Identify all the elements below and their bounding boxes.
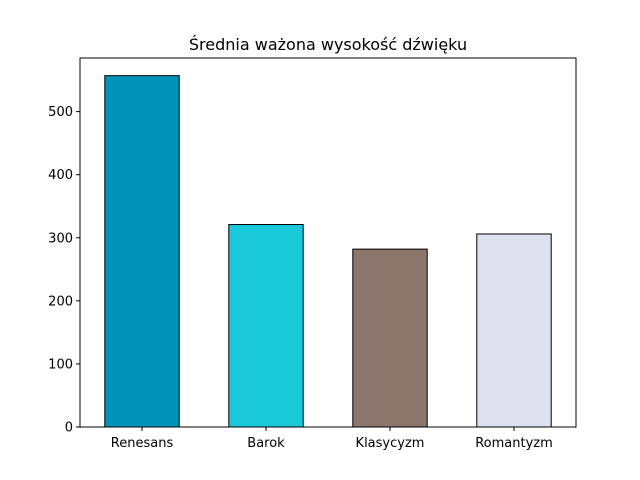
plot-area-frame xyxy=(79,57,577,428)
bars-layer xyxy=(104,75,552,428)
y-tick-label: 300 xyxy=(48,231,73,246)
y-tick-label: 0 xyxy=(65,421,73,436)
x-tick-label: Barok xyxy=(247,436,285,451)
x-axis: Renesans Barok Klasycyzm Romantyzm xyxy=(111,427,553,451)
bar-barok xyxy=(228,224,304,428)
y-tick-label: 200 xyxy=(48,294,73,309)
y-axis: 0 100 200 300 400 500 xyxy=(48,105,80,436)
bar-romantyzm xyxy=(476,233,552,428)
y-tick-label: 100 xyxy=(48,357,73,372)
bar-klasycyzm xyxy=(352,248,428,428)
x-tick-label: Romantyzm xyxy=(475,436,553,451)
chart-title: Średnia ważona wysokość dźwięku xyxy=(189,35,467,54)
y-tick-label: 500 xyxy=(48,105,73,120)
bar-renesans xyxy=(104,75,180,428)
x-tick-label: Renesans xyxy=(111,436,174,451)
x-tick-label: Klasycyzm xyxy=(356,436,425,451)
y-tick-label: 400 xyxy=(48,168,73,183)
